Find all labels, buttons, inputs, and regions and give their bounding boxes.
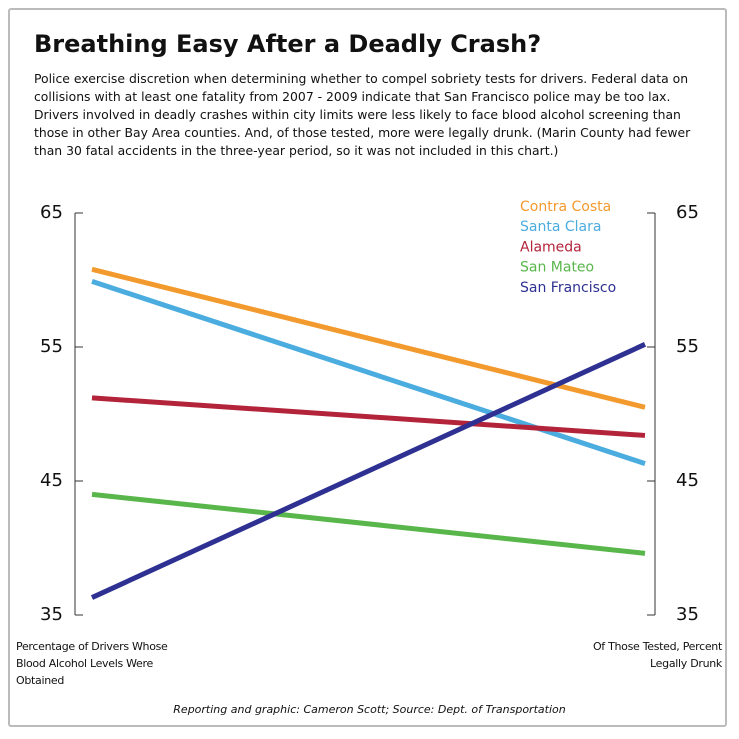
x-category-label: Of Those Tested, Percent Legally Drunk (592, 640, 722, 670)
legend-entry: Contra Costa (520, 199, 611, 215)
y-tick-label: 55 (40, 336, 63, 357)
y2-tick-label: 45 (676, 470, 699, 491)
legend-entry: San Mateo (520, 260, 594, 276)
y2-tick-label: 35 (676, 604, 699, 625)
series-line (91, 491, 646, 556)
y2-tick-label: 55 (676, 336, 699, 357)
legend-entry: Santa Clara (520, 219, 601, 235)
y-tick-label: 45 (40, 470, 63, 491)
legend-entry: Alameda (520, 239, 582, 255)
y-tick-label: 65 (40, 202, 63, 223)
legend-entry: San Francisco (520, 280, 616, 296)
chart-title: Breathing Easy After a Deadly Crash? (34, 30, 542, 58)
series-line (91, 395, 646, 438)
y2-tick-label: 65 (676, 202, 699, 223)
series-line (90, 342, 647, 600)
frame (8, 8, 727, 727)
series-line (91, 278, 646, 466)
footer: Reporting and graphic: Cameron Scott; So… (173, 703, 566, 716)
chart-subtitle: Police exercise discretion when determin… (34, 71, 691, 158)
x-category-label: Percentage of Drivers Whose Blood Alcoho… (16, 640, 168, 687)
y-tick-label: 35 (40, 604, 63, 625)
